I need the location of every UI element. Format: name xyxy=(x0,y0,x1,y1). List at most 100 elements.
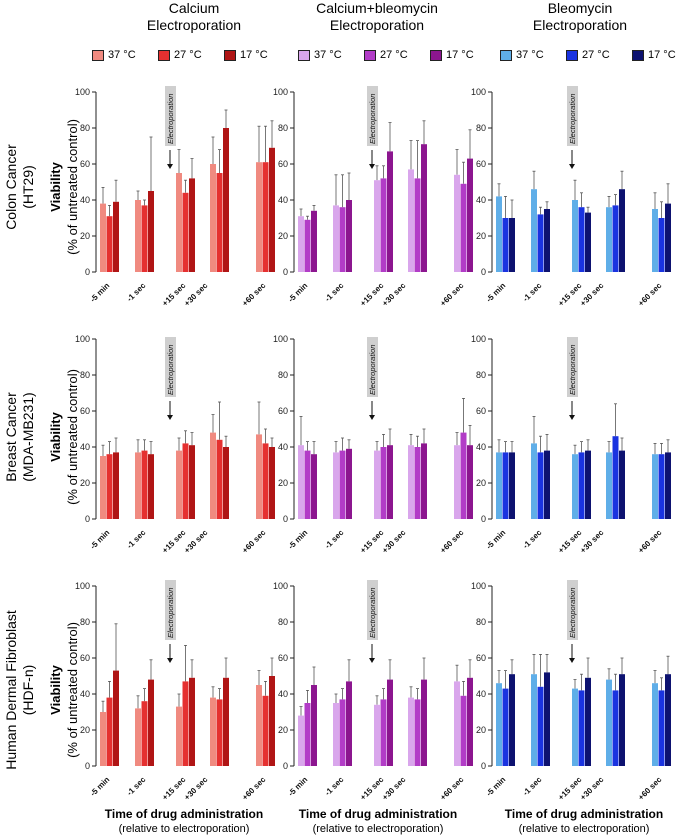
y-tick-label: 80 xyxy=(278,370,288,380)
bar-17c xyxy=(269,147,275,272)
bar-17c xyxy=(346,681,352,766)
electroporation-label: Electroporation xyxy=(166,588,175,638)
bar-27c xyxy=(658,454,665,519)
x-tick-label: +60 sec xyxy=(438,775,465,802)
bar-17c xyxy=(148,191,154,272)
bar-17c xyxy=(311,454,317,519)
bar-27c xyxy=(414,699,421,766)
bar-27c xyxy=(460,695,467,766)
bar-37c xyxy=(176,450,182,519)
y-tick-label: 80 xyxy=(80,617,90,627)
x-tick-label: -5 min xyxy=(484,528,507,551)
bar-37c xyxy=(256,162,262,272)
column-title-calcium: Calcium Electroporation xyxy=(146,0,242,33)
bar-17c xyxy=(619,674,625,766)
electroporation-arrow-head xyxy=(569,658,575,663)
column-title-bleomycin: Bleomycin Electroporation xyxy=(532,0,628,33)
bar-27c xyxy=(182,192,189,272)
bar-17c xyxy=(544,450,550,519)
bar-27c xyxy=(216,173,223,272)
y-tick-label: 80 xyxy=(476,617,486,627)
bar-17c xyxy=(311,685,317,766)
bar-27c xyxy=(502,688,509,766)
legend-swatch xyxy=(500,49,512,61)
y-tick-label: 60 xyxy=(80,159,90,169)
bar-17c xyxy=(467,677,473,766)
y-tick-label: 0 xyxy=(481,267,486,277)
x-tick-label: -5 min xyxy=(286,528,309,551)
bar-37c xyxy=(606,452,612,519)
bar-27c xyxy=(658,690,665,766)
bar-27c xyxy=(262,443,269,519)
y-tick-label: 40 xyxy=(80,195,90,205)
x-tick-label: +30 sec xyxy=(578,281,605,308)
x-tick-label: -1 sec xyxy=(125,775,148,798)
x-tick-label: +60 sec xyxy=(438,281,465,308)
y-tick-label: 0 xyxy=(283,267,288,277)
y-tick-label: 80 xyxy=(80,370,90,380)
y-tick-label: 80 xyxy=(476,370,486,380)
x-tick-label: +60 sec xyxy=(240,775,267,802)
bar-27c xyxy=(339,207,346,272)
x-tick-label: -5 min xyxy=(286,281,309,304)
electroporation-label-box xyxy=(567,86,578,146)
electroporation-label-box xyxy=(567,337,578,397)
y-tick-label: 80 xyxy=(476,123,486,133)
bar-17c xyxy=(544,209,550,272)
y-tick-label: 40 xyxy=(80,689,90,699)
legend-item-g2-2: 27 °C xyxy=(364,49,408,61)
electroporation-arrow-head xyxy=(167,415,173,420)
bar-37c xyxy=(408,169,414,272)
y-tick-label: 60 xyxy=(80,653,90,663)
legend-item-g1-3: 17 °C xyxy=(224,49,268,61)
x-tick-label: +30 sec xyxy=(182,775,209,802)
x-tick-label: +30 sec xyxy=(380,528,407,555)
electroporation-label: Electroporation xyxy=(166,345,175,395)
y-tick-label: 0 xyxy=(481,514,486,524)
bar-37c xyxy=(572,454,578,519)
x-tick-label: +30 sec xyxy=(182,281,209,308)
bar-27c xyxy=(380,699,387,766)
y-tick-label: 60 xyxy=(476,406,486,416)
bar-27c xyxy=(304,703,311,766)
bar-27c xyxy=(141,701,148,766)
x-tick-label: -5 min xyxy=(88,775,111,798)
bar-37c xyxy=(374,180,380,272)
electroporation-label-box xyxy=(165,86,176,146)
bar-17c xyxy=(421,679,427,766)
bar-17c xyxy=(665,452,671,519)
bar-37c xyxy=(210,164,216,272)
legend-swatch xyxy=(632,49,644,61)
bar-17c xyxy=(619,189,625,272)
y-tick-label: 40 xyxy=(278,442,288,452)
bar-27c xyxy=(460,183,467,272)
x-tick-label: +60 sec xyxy=(636,775,663,802)
y-tick-label: 80 xyxy=(278,123,288,133)
bar-27c xyxy=(106,216,113,272)
bar-37c xyxy=(135,200,141,272)
bar-17c xyxy=(223,677,229,766)
bar-27c xyxy=(658,218,665,272)
bar-17c xyxy=(585,212,591,272)
bar-37c xyxy=(496,683,502,766)
bar-27c xyxy=(216,699,223,766)
bar-37c xyxy=(454,445,460,519)
bar-17c xyxy=(113,670,119,766)
bar-17c xyxy=(346,200,352,272)
bar-37c xyxy=(531,189,537,272)
bar-27c xyxy=(339,450,346,519)
bar-37c xyxy=(652,209,658,272)
y-tick-label: 0 xyxy=(85,761,90,771)
bar-17c xyxy=(269,676,275,766)
bar-37c xyxy=(298,445,304,519)
bar-37c xyxy=(210,697,216,766)
x-tick-label: +60 sec xyxy=(240,281,267,308)
x-tick-label: -1 sec xyxy=(125,281,148,304)
bar-37c xyxy=(606,679,612,766)
bar-17c xyxy=(421,443,427,519)
bar-17c xyxy=(509,674,515,766)
